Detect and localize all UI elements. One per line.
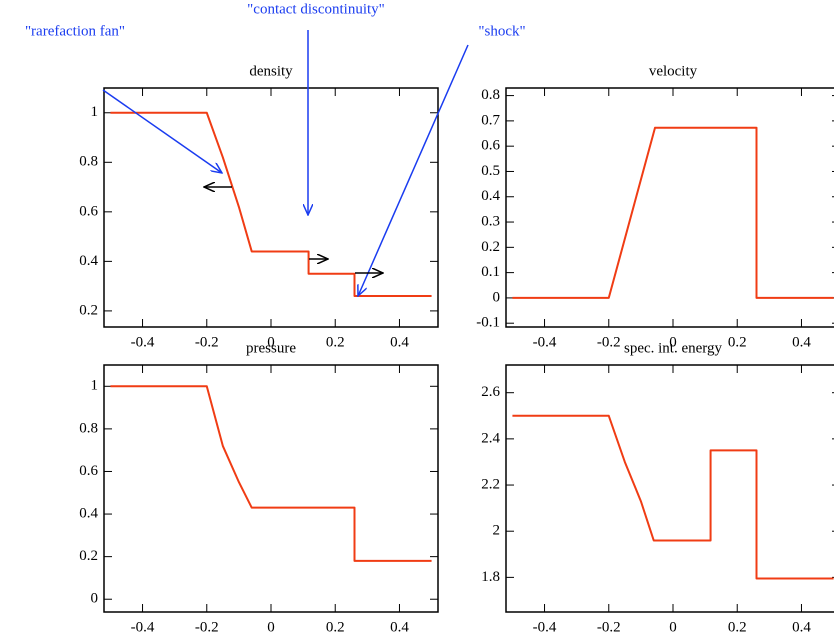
data-line <box>110 111 432 298</box>
y-tick-label: 0.2 <box>79 302 98 318</box>
y-tick-label: 0.4 <box>79 505 98 521</box>
x-tick-label: 0 <box>267 334 275 350</box>
x-tick-label: -0.2 <box>597 619 621 635</box>
x-tick-label: -0.4 <box>533 619 557 635</box>
y-tick-label: 1 <box>91 104 99 120</box>
plot-frame <box>103 364 439 613</box>
y-tick-label: 0.6 <box>79 203 98 219</box>
annotation: "contact discontinuity" <box>247 1 385 17</box>
x-tick-label: 0.4 <box>390 619 409 635</box>
data-line <box>512 414 834 580</box>
x-tick-label: 0.4 <box>390 334 409 350</box>
y-tick-label: -0.1 <box>476 315 500 331</box>
annotation: "shock" <box>478 23 525 39</box>
y-tick-label: 2.6 <box>481 384 500 400</box>
panel-title: spec. int. energy <box>624 340 723 356</box>
data-line <box>512 126 834 299</box>
y-tick-label: 2.2 <box>481 476 500 492</box>
x-tick-label: 0.4 <box>792 334 811 350</box>
annotation: "rarefaction fan" <box>25 23 125 39</box>
x-tick-label: -0.4 <box>533 334 557 350</box>
x-tick-label: -0.2 <box>195 334 219 350</box>
x-tick-label: -0.4 <box>131 334 155 350</box>
plot-frame <box>505 87 834 328</box>
y-tick-label: 0.8 <box>79 420 98 436</box>
y-tick-label: 1 <box>91 378 99 394</box>
annotation-arrow <box>102 89 222 173</box>
y-tick-label: 0.5 <box>481 163 500 179</box>
y-tick-label: 0.7 <box>481 112 500 128</box>
plot-frame <box>505 364 834 613</box>
y-tick-label: 2.4 <box>481 430 500 446</box>
panel-title: pressure <box>246 340 296 356</box>
y-tick-label: 0.6 <box>79 463 98 479</box>
y-tick-label: 0.2 <box>481 239 500 255</box>
y-tick-label: 1.8 <box>481 569 500 585</box>
x-tick-label: -0.4 <box>131 619 155 635</box>
y-tick-label: 0.3 <box>481 213 500 229</box>
panel-title: velocity <box>649 63 698 79</box>
y-tick-label: 2 <box>493 523 501 539</box>
panel-title: density <box>249 63 293 79</box>
y-tick-label: 0.8 <box>79 154 98 170</box>
data-line <box>110 385 432 562</box>
x-tick-label: 0.4 <box>792 619 811 635</box>
x-tick-label: 0.2 <box>326 619 345 635</box>
y-tick-label: 0 <box>91 591 99 607</box>
y-tick-label: 0.8 <box>481 87 500 103</box>
y-tick-label: 0.4 <box>79 253 98 269</box>
x-tick-label: -0.2 <box>597 334 621 350</box>
x-tick-label: 0.2 <box>728 334 747 350</box>
x-tick-label: 0.2 <box>728 619 747 635</box>
y-tick-label: 0.4 <box>481 188 500 204</box>
y-tick-label: 0.1 <box>481 264 500 280</box>
y-tick-label: 0.6 <box>481 138 500 154</box>
y-tick-label: 0.2 <box>79 548 98 564</box>
x-tick-label: -0.2 <box>195 619 219 635</box>
x-tick-label: 0 <box>267 619 275 635</box>
x-tick-label: 0 <box>669 619 677 635</box>
x-tick-label: 0.2 <box>326 334 345 350</box>
plot-frame <box>103 87 439 328</box>
x-tick-label: 0 <box>669 334 677 350</box>
y-tick-label: 0 <box>493 289 501 305</box>
annotation-arrow <box>358 44 469 296</box>
